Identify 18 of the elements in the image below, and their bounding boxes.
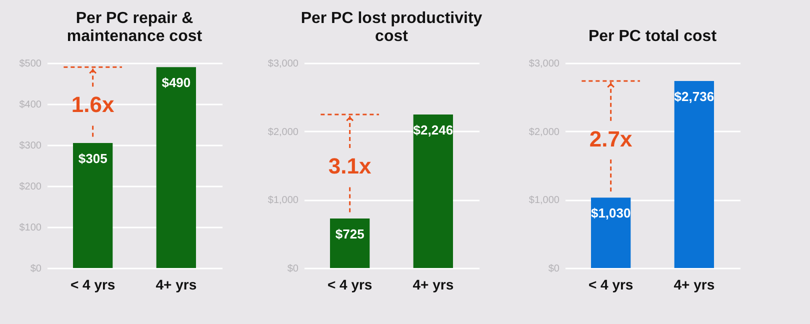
chart-title: Per PC lost productivity cost — [300, 10, 482, 45]
chart-title: Per PC total cost — [588, 28, 718, 45]
data-label: $305 — [78, 150, 108, 166]
data-label: $490 — [162, 75, 191, 90]
annotation: 2.7x — [589, 126, 633, 152]
x-tick-label: 4+ yrs — [156, 276, 197, 292]
annotation: 3.1x — [328, 153, 372, 178]
data-label: $725 — [335, 226, 364, 242]
data-label: $1,030 — [590, 206, 631, 221]
x-tick-label: 4+ yrs — [412, 276, 454, 292]
chart-title: Per PC repair & maintenance cost — [66, 10, 203, 45]
x-tick-label: < 4 yrs — [327, 276, 372, 292]
data-label: $2,246 — [413, 122, 454, 138]
x-tick-label: < 4 yrs — [588, 276, 634, 292]
annotation: 1.6x — [71, 92, 115, 118]
data-label: $2,736 — [674, 89, 714, 104]
x-tick-label: < 4 yrs — [70, 276, 116, 292]
x-tick-label: 4+ yrs — [674, 276, 715, 292]
